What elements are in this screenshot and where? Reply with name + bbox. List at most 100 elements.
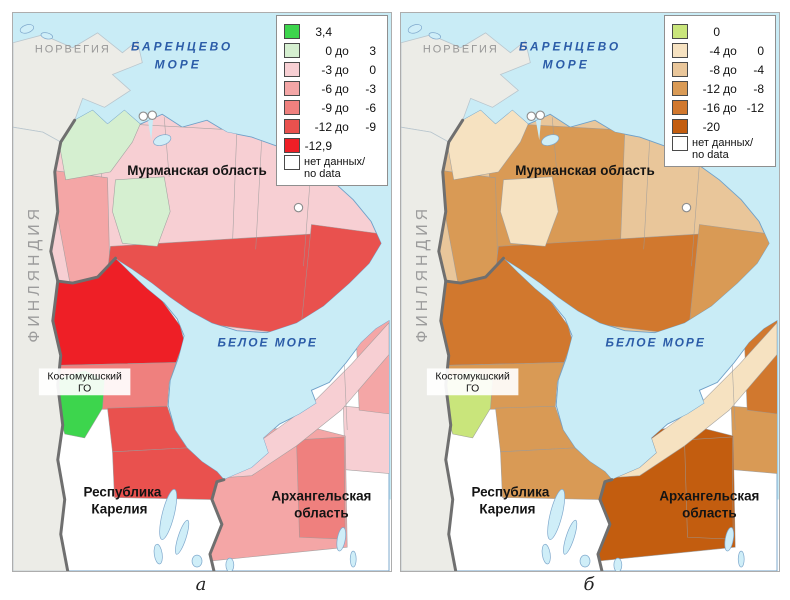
lake-icon [19, 24, 35, 34]
legend-value: до [723, 100, 737, 115]
city-marker-icon [138, 111, 149, 121]
region-apatity [112, 176, 171, 247]
lake-icon [349, 550, 357, 568]
state-border-russia-finland [49, 118, 77, 571]
legend-value: до [723, 43, 737, 58]
legend-row: -12 до -8 [672, 79, 771, 98]
label-barents-sea-2: МОРЕ [155, 58, 202, 72]
lake-icon [613, 557, 623, 571]
lake-icon [225, 557, 235, 571]
label-barents-sea-1: БАРЕНЦЕВО [519, 40, 621, 54]
city-marker-icon [681, 202, 692, 213]
legend-row: -9 до -6 [284, 98, 383, 117]
legend-a: 3,4 0 до 3 -3 до 0 -6 до -3 -9 до -6 -12 до -9 -12,9 нет … [276, 15, 388, 186]
lake-icon [737, 550, 745, 568]
border-karelia-arkhangelsk [596, 478, 614, 571]
legend-value: до [335, 100, 349, 115]
legend-swatch [672, 81, 688, 96]
caption-a: а [195, 574, 207, 595]
label-karelia-2: Карелия [91, 501, 147, 516]
border-murmansk-karelia [444, 256, 505, 285]
legend-row: -12 до -9 [284, 117, 383, 136]
legend-value: -12 [702, 81, 720, 96]
lake-icon [153, 134, 172, 146]
legend-row: -8 до -4 [672, 60, 771, 79]
legend-value: 3 [369, 43, 376, 58]
legend-row: нет данных/no data [672, 136, 771, 161]
lake-icon [563, 519, 578, 555]
legend-value: 0 [757, 43, 764, 58]
legend-row: 0 [672, 22, 771, 41]
legend-value: 0 [369, 62, 376, 77]
map-panel-a: НОРВЕГИЯ БАРЕНЦЕВО МОРЕ ФИНЛЯНДИЯ Мурман… [12, 12, 392, 572]
label-kostomuksha-2: ГО [78, 383, 91, 394]
legend-b: 0 -4 до 0 -8 до -4 -12 до -8 -16 до -12 -20 нет данных… [664, 15, 776, 167]
legend-value: -6 [321, 81, 332, 96]
arkhangelsk-group [209, 319, 390, 571]
legend-value: -4 [753, 62, 764, 77]
region-mezen [342, 405, 390, 475]
border-murmansk-karelia [56, 256, 117, 285]
legend-value: -16 [702, 100, 720, 115]
label-arkhangelsk-2: область [294, 505, 348, 520]
lake-icon [541, 543, 551, 565]
legend-row: -6 до -3 [284, 79, 383, 98]
legend-value: -9 [365, 119, 376, 134]
kostomuksha-label-chip [38, 368, 131, 396]
label-arkhangelsk-2: область [682, 505, 736, 520]
legend-swatch [672, 119, 688, 134]
lake-icon [724, 527, 735, 552]
legend-value: до [335, 62, 349, 77]
legend-value: до [723, 81, 737, 96]
legend-row: -4 до 0 [672, 41, 771, 60]
legend-swatch [672, 62, 688, 77]
city-marker-icon [535, 110, 545, 120]
region-mezen [730, 405, 778, 475]
lake-icon [428, 32, 442, 40]
legend-value: до [335, 119, 349, 134]
legend-value: -3 [321, 62, 332, 77]
legend-row: 3,4 [284, 22, 383, 41]
city-marker-icon [293, 202, 304, 213]
legend-swatch [284, 43, 300, 58]
lake-icon [547, 488, 566, 540]
lake-icon [175, 519, 190, 555]
kola-bay [147, 117, 154, 141]
legend-swatch [284, 24, 300, 39]
kostomuksha-label-chip [426, 368, 519, 396]
legend-swatch [284, 62, 300, 77]
legend-swatch [672, 43, 688, 58]
lake-icon [40, 32, 54, 40]
legend-value: -6 [365, 100, 376, 115]
legend-value: -3 [365, 81, 376, 96]
legend-swatch [284, 155, 300, 170]
label-kostomuksha-1: Костомукшский [435, 371, 510, 382]
caption-b: б [583, 574, 595, 595]
legend-swatch [284, 81, 300, 96]
legend-value: до [335, 81, 349, 96]
region-onega-peninsula [223, 322, 390, 479]
label-murmansk-oblast: Мурманская область [127, 163, 266, 178]
legend-swatch [284, 100, 300, 115]
label-kostomuksha-1: Костомукшский [47, 371, 122, 382]
region-kem [107, 405, 188, 453]
legend-value: -8 [753, 81, 764, 96]
legend-row: -16 до -12 [672, 98, 771, 117]
legend-no-data-label: нет данных/no data [304, 156, 366, 180]
lake-icon [407, 24, 423, 34]
legend-value: до [335, 43, 349, 58]
lake-icon [541, 134, 560, 146]
label-barents-sea-1: БАРЕНЦЕВО [131, 40, 233, 54]
legend-value: 3,4 [315, 24, 332, 39]
legend-value: 0 [713, 24, 720, 39]
state-border-russia-finland [437, 118, 465, 571]
legend-swatch [672, 100, 688, 115]
legend-value: -8 [709, 62, 720, 77]
label-kostomuksha-2: ГО [466, 383, 479, 394]
legend-value: -9 [321, 100, 332, 115]
label-norway: НОРВЕГИЯ [35, 44, 111, 56]
legend-swatch [284, 119, 300, 134]
label-karelia-1: Республика [471, 485, 549, 500]
legend-value: -4 [709, 43, 720, 58]
